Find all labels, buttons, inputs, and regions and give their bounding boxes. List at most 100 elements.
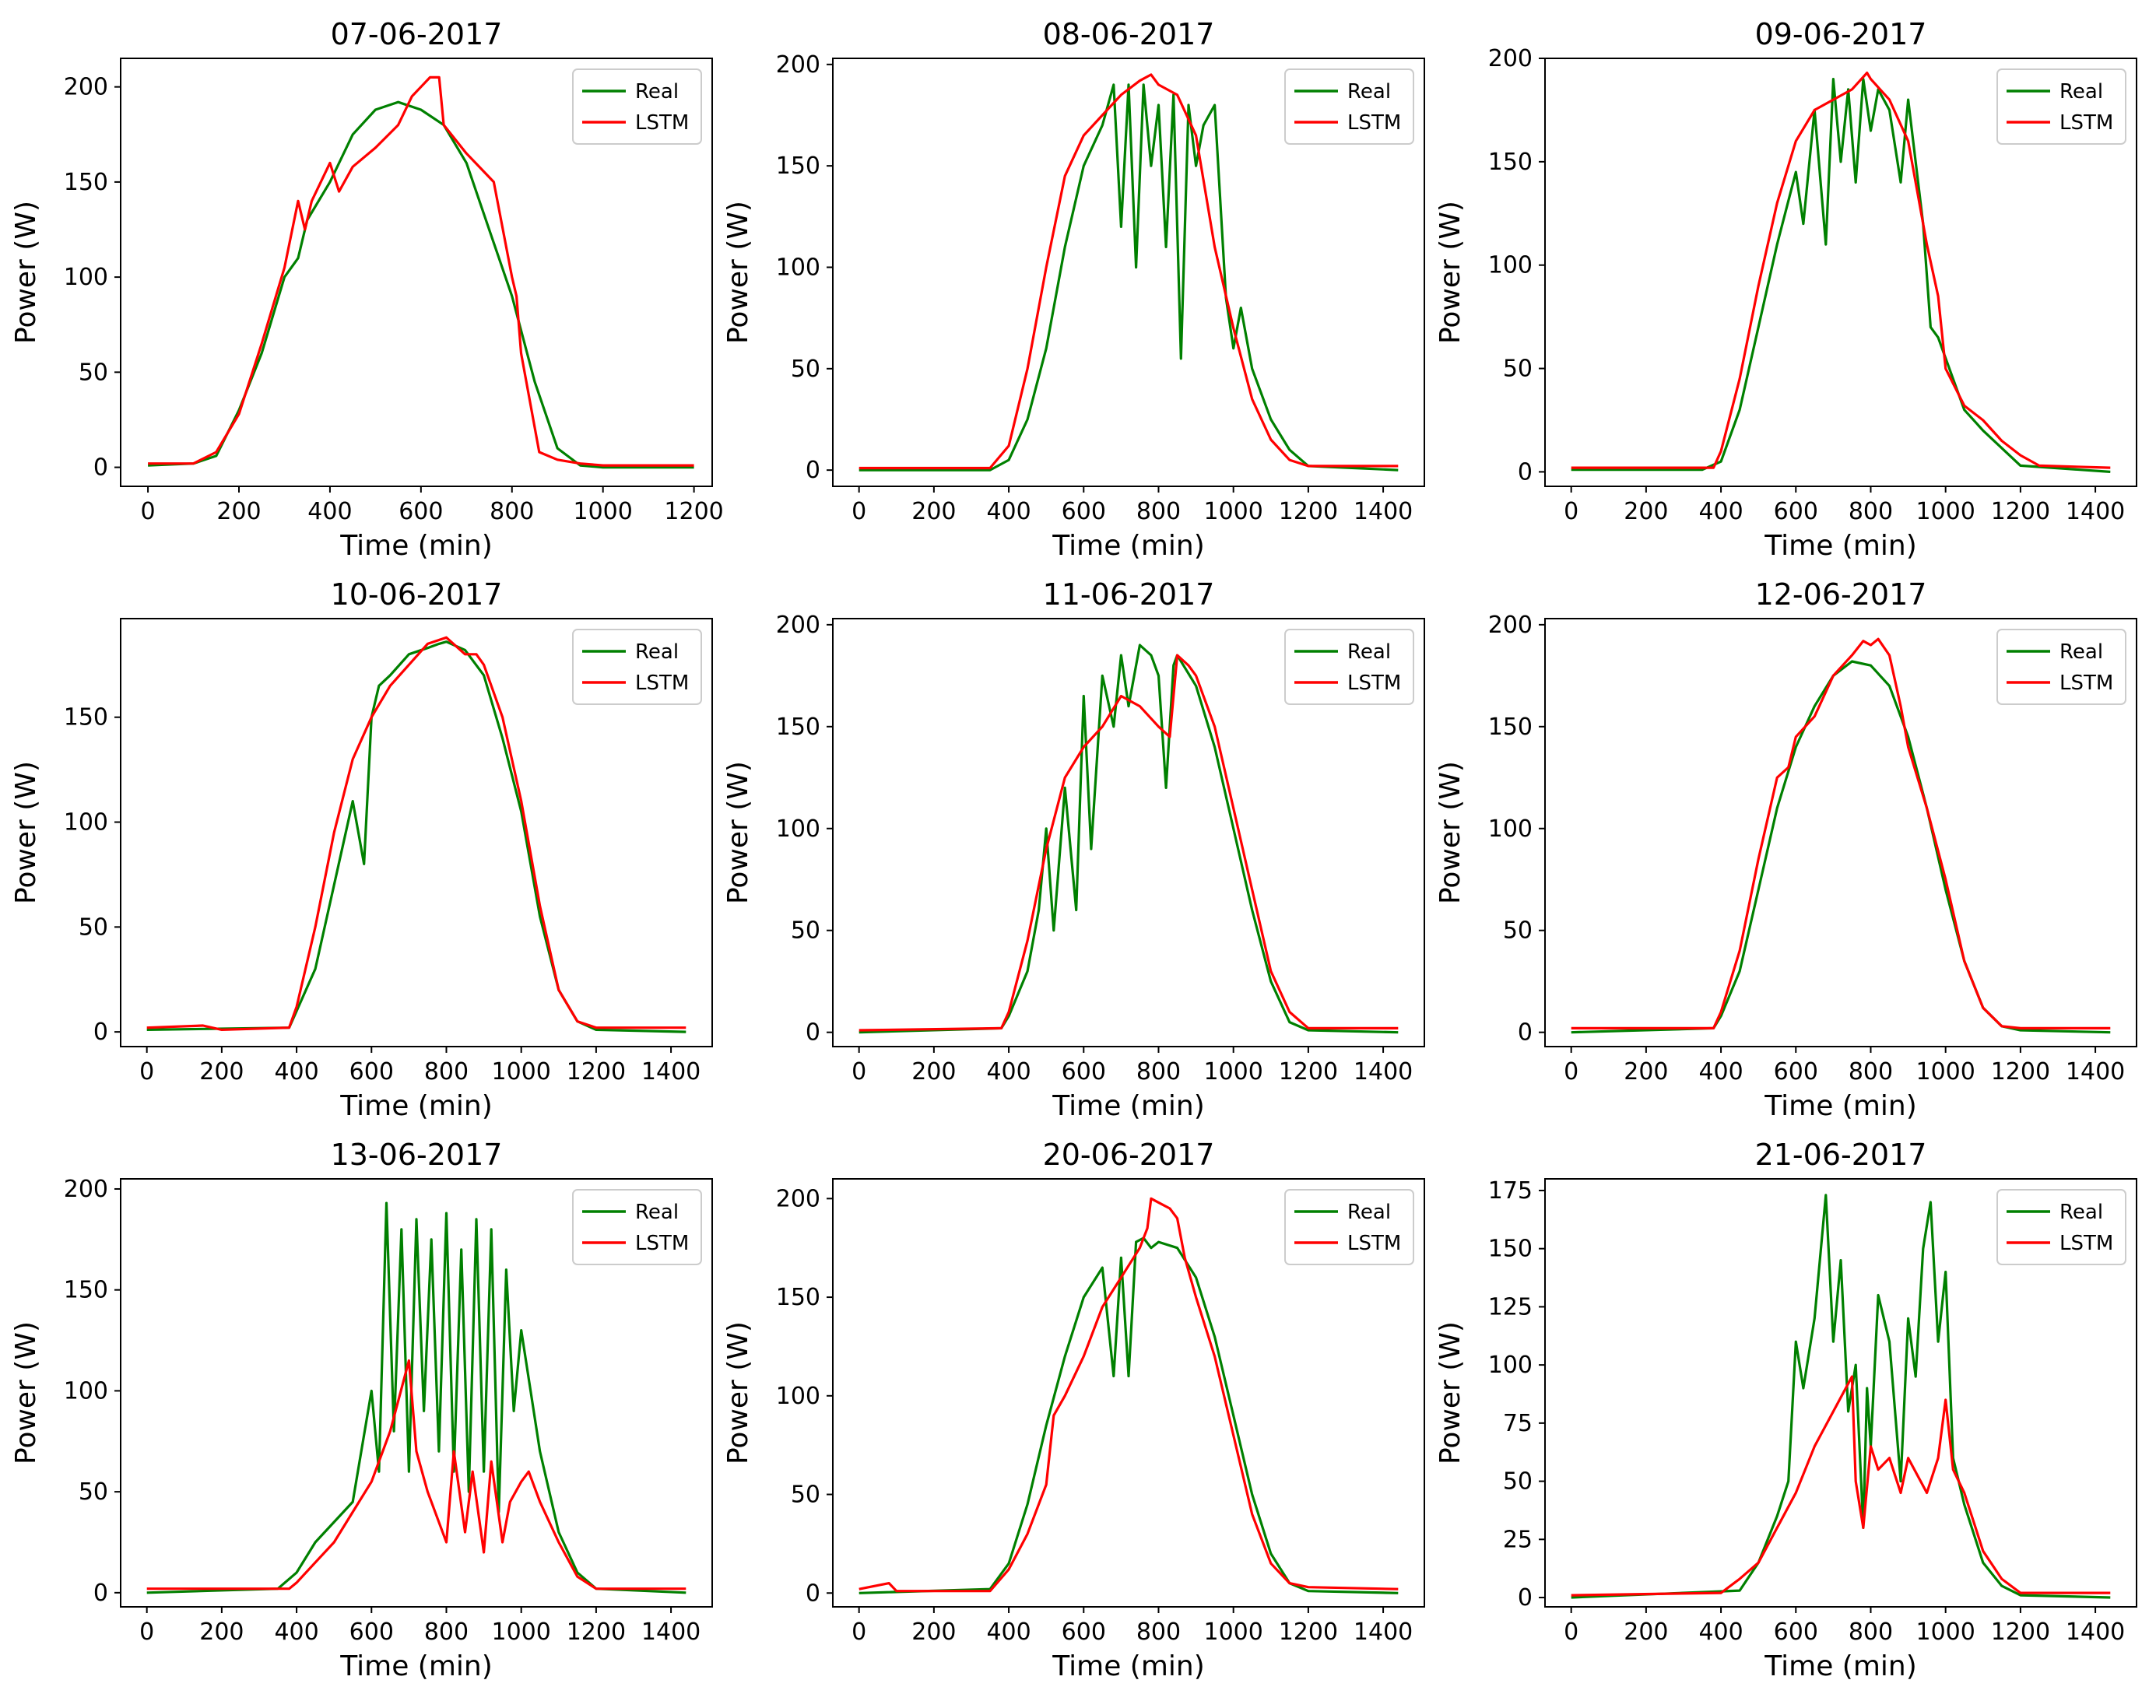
x-tick-label: 600 — [1774, 1058, 1818, 1085]
x-tick-label: 400 — [307, 498, 352, 525]
x-tick-label: 200 — [1624, 1058, 1668, 1085]
x-tick-label: 1400 — [641, 1619, 701, 1646]
y-tick-label: 100 — [64, 809, 108, 836]
y-tick-label: 200 — [1488, 612, 1533, 639]
x-tick-label: 200 — [911, 498, 956, 525]
chart-panel: 08-06-2017 0 200 400 600 800 1000 1200 1400 0 50 10… — [722, 17, 1425, 562]
legend-box — [1284, 1189, 1414, 1265]
x-tick-label: 1200 — [567, 1619, 626, 1646]
x-tick-label: 1400 — [2066, 498, 2125, 525]
lstm-series-line — [1571, 637, 2111, 1030]
x-tick-label: 400 — [1698, 498, 1743, 525]
axes-frame — [1544, 58, 2137, 487]
legend-label: Real — [635, 80, 679, 103]
legend-label: LSTM — [1347, 111, 1401, 135]
legend-box — [1284, 629, 1414, 705]
y-axis-label: Power (W) — [10, 1321, 42, 1464]
lstm-series-line — [859, 1197, 1399, 1593]
legend-box — [1996, 68, 2126, 145]
x-tick-label: 0 — [139, 1619, 154, 1646]
lstm-series-line — [148, 75, 694, 467]
chart-title: 07-06-2017 — [331, 17, 503, 51]
x-tick-label: 1400 — [641, 1058, 701, 1085]
y-tick-label: 0 — [806, 1580, 820, 1607]
legend: Real LSTM — [1996, 629, 2126, 705]
x-tick-label: 1000 — [1916, 1058, 1975, 1085]
legend-label: Real — [1347, 640, 1391, 664]
x-tick-label: 1400 — [1354, 1058, 1413, 1085]
legend-label: LSTM — [635, 1232, 689, 1255]
x-tick-label: 1000 — [574, 498, 633, 525]
axes-frame — [1544, 1178, 2137, 1608]
legend: Real LSTM — [1996, 1189, 2126, 1265]
y-axis-label: Power (W) — [1434, 201, 1466, 344]
x-tick-label: 800 — [1136, 1058, 1181, 1085]
y-tick-label: 150 — [776, 714, 820, 741]
x-tick-label: 200 — [199, 1619, 244, 1646]
y-tick-label: 100 — [776, 815, 820, 843]
y-tick-label: 125 — [1488, 1293, 1533, 1320]
y-tick-label: 200 — [776, 51, 820, 79]
chart-title: 13-06-2017 — [331, 1138, 503, 1172]
x-tick-label: 1200 — [664, 498, 723, 525]
x-tick-label: 1400 — [2066, 1619, 2125, 1646]
x-tick-label: 800 — [1136, 1619, 1181, 1646]
y-axis-label: Power (W) — [1434, 1321, 1466, 1464]
y-tick-label: 0 — [93, 1580, 108, 1607]
legend-label: Real — [1347, 80, 1391, 103]
y-tick-label: 200 — [64, 74, 108, 101]
x-tick-label: 1400 — [1354, 498, 1413, 525]
x-tick-label: 400 — [1698, 1619, 1743, 1646]
x-tick-label: 1200 — [1279, 498, 1338, 525]
x-tick-label: 200 — [216, 498, 261, 525]
y-tick-label: 0 — [1518, 1584, 1533, 1612]
legend-label: LSTM — [2059, 111, 2113, 135]
y-axis-label: Power (W) — [1434, 761, 1466, 904]
x-tick-label: 1200 — [567, 1058, 626, 1085]
chart-title: 11-06-2017 — [1043, 577, 1215, 612]
axes-frame — [120, 58, 713, 487]
legend-box — [1996, 629, 2126, 705]
x-tick-label: 600 — [1774, 498, 1818, 525]
legend-box — [572, 68, 702, 145]
y-tick-label: 0 — [93, 1019, 108, 1046]
x-tick-label: 600 — [399, 498, 443, 525]
lstm-series-line — [1571, 71, 2111, 469]
chart-panel: 10-06-2017 0 200 400 600 800 1000 1200 1400 0 50 10… — [10, 577, 713, 1122]
y-tick-label: 150 — [1488, 714, 1533, 741]
chart-panel: 20-06-2017 0 200 400 600 800 1000 1200 1400 0 50 10… — [722, 1138, 1425, 1682]
x-tick-label: 200 — [911, 1619, 956, 1646]
real-series-line — [1571, 77, 2111, 473]
y-axis-label: Power (W) — [722, 1321, 754, 1464]
chart-title: 08-06-2017 — [1043, 17, 1215, 51]
x-tick-label: 0 — [1564, 1619, 1578, 1646]
chart-panel: 12-06-2017 0 200 400 600 800 1000 1200 1400 0 50 10… — [1434, 577, 2137, 1122]
x-tick-label: 400 — [274, 1058, 318, 1085]
y-tick-label: 150 — [64, 169, 108, 196]
legend-label: Real — [2059, 80, 2103, 103]
x-tick-label: 600 — [349, 1058, 394, 1085]
y-tick-label: 50 — [791, 356, 820, 383]
x-tick-label: 400 — [986, 498, 1031, 525]
y-tick-label: 75 — [1503, 1410, 1533, 1437]
real-series-line — [146, 640, 686, 1033]
chart-title: 09-06-2017 — [1755, 17, 1927, 51]
x-axis-label: Time (min) — [1764, 1650, 1917, 1682]
y-tick-label: 200 — [1488, 45, 1533, 72]
legend: Real LSTM — [1284, 1189, 1414, 1265]
y-tick-label: 100 — [64, 264, 108, 291]
x-axis-label: Time (min) — [1052, 530, 1205, 562]
y-tick-label: 0 — [93, 454, 108, 482]
x-tick-label: 1000 — [1204, 1619, 1263, 1646]
y-tick-label: 100 — [1488, 815, 1533, 843]
x-tick-label: 800 — [424, 1619, 469, 1646]
x-tick-label: 0 — [852, 1619, 866, 1646]
legend: Real LSTM — [1284, 68, 1414, 145]
chart-title: 10-06-2017 — [331, 577, 503, 612]
chart-title: 12-06-2017 — [1755, 577, 1927, 612]
x-axis-label: Time (min) — [339, 530, 493, 562]
x-tick-label: 400 — [986, 1058, 1031, 1085]
legend-label: LSTM — [635, 111, 689, 135]
x-tick-label: 800 — [490, 498, 534, 525]
x-tick-label: 1200 — [1279, 1058, 1338, 1085]
